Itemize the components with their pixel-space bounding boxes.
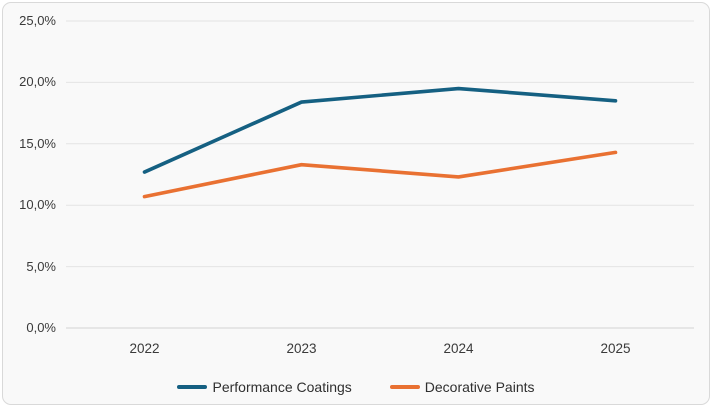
y-tick-label: 20,0% — [19, 74, 56, 90]
legend-item-1: Decorative Paints — [389, 379, 535, 395]
y-tick-label: 5,0% — [26, 258, 56, 274]
y-tick-label: 25,0% — [19, 13, 56, 28]
legend-item-0: Performance Coatings — [177, 379, 352, 395]
y-tick-label: 0,0% — [26, 320, 56, 335]
x-tick-label: 2023 — [286, 341, 317, 356]
x-tick-label: 2024 — [443, 341, 474, 356]
legend: Performance Coatings Decorative Paints — [3, 374, 709, 400]
y-tick-label: 15,0% — [19, 135, 56, 151]
y-tick-label: 10,0% — [19, 197, 56, 213]
legend-line-swatch — [389, 385, 420, 389]
series-line-0 — [142, 86, 618, 174]
x-tick-label: 2022 — [129, 341, 160, 356]
plot-area — [66, 20, 694, 329]
legend-line-swatch — [177, 385, 208, 389]
legend-label: Performance Coatings — [212, 379, 352, 395]
x-tick-label: 2025 — [600, 341, 631, 356]
legend-label: Decorative Paints — [424, 379, 535, 395]
series-line-1 — [142, 150, 618, 199]
